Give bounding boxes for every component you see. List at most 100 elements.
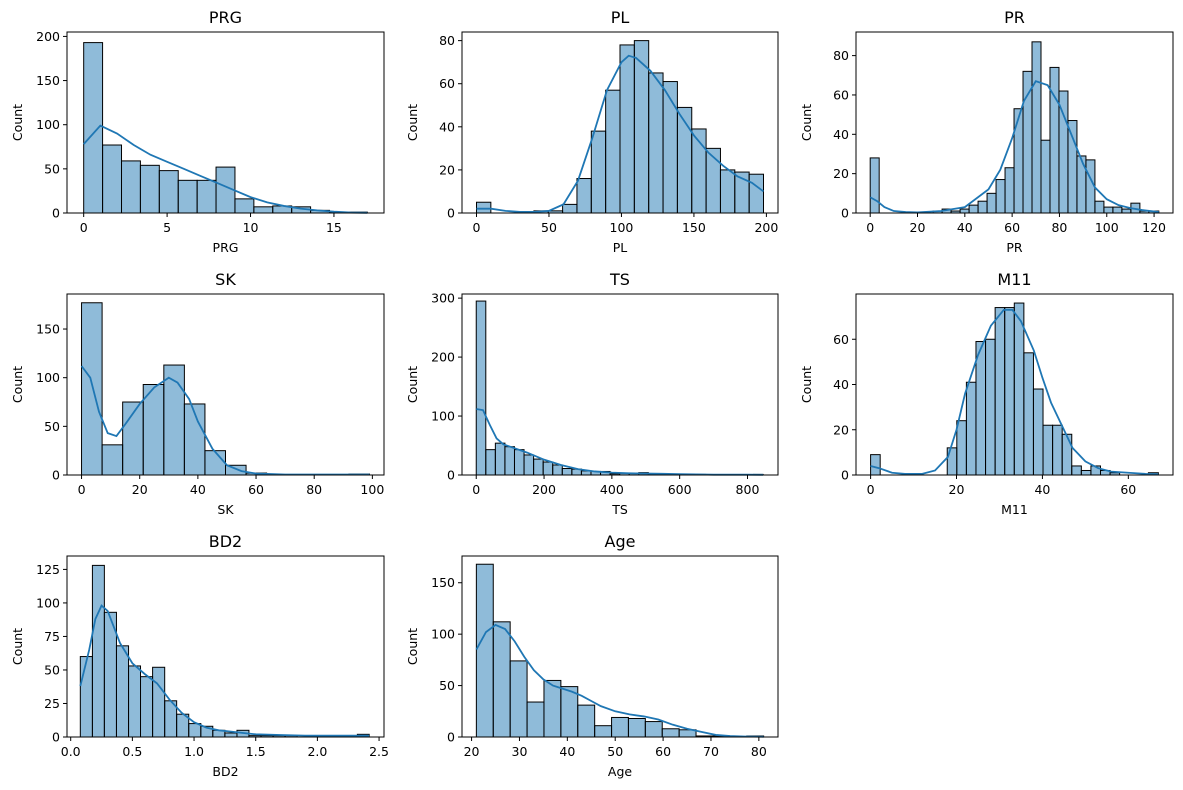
histogram-bar bbox=[543, 679, 562, 738]
histogram-bar bbox=[224, 732, 238, 738]
y-tick-label: 0 bbox=[841, 468, 849, 483]
histogram-bar bbox=[661, 728, 680, 738]
histogram-bar bbox=[476, 201, 492, 214]
x-tick-label: 120 bbox=[1142, 220, 1166, 235]
x-tick-label: 80 bbox=[306, 482, 322, 497]
y-tick-label: 50 bbox=[44, 161, 60, 176]
y-tick-label: 200 bbox=[36, 29, 60, 44]
x-tick-label: 0 bbox=[866, 220, 874, 235]
axes-frame bbox=[66, 293, 385, 476]
y-tick-label: 75 bbox=[44, 629, 60, 644]
histogram-bar bbox=[562, 203, 578, 214]
y-tick-label: 0 bbox=[447, 206, 455, 221]
x-tick-label: 20 bbox=[132, 482, 148, 497]
x-tick-label: 0.5 bbox=[122, 744, 142, 759]
kde-line bbox=[869, 80, 1159, 214]
x-tick-label: 60 bbox=[1120, 482, 1136, 497]
histogram-bar bbox=[627, 717, 646, 738]
histogram-bar bbox=[611, 716, 629, 738]
x-tick-label: 100 bbox=[1095, 220, 1119, 235]
histogram-bar bbox=[158, 170, 179, 214]
histogram-panel-pl: 0 50 100 150 200 0 20 40 60 80 PL PL Count bbox=[405, 8, 779, 255]
histogram-bar bbox=[1071, 465, 1082, 476]
y-axis-label: Count bbox=[799, 104, 814, 141]
histogram-bar bbox=[1031, 41, 1042, 214]
histogram-bar bbox=[121, 160, 141, 214]
kde-line bbox=[870, 308, 1159, 476]
histogram-bar bbox=[619, 44, 635, 214]
histogram-bar bbox=[196, 179, 217, 214]
histogram-bar bbox=[968, 204, 979, 214]
histogram-bar bbox=[1013, 302, 1025, 476]
histogram-bar bbox=[1076, 155, 1087, 214]
y-tick-label: 0 bbox=[841, 206, 849, 221]
y-tick-label: 60 bbox=[439, 76, 455, 91]
histogram-panel-ts: 0 200 400 600 800 0 100 200 300 TS TS Count bbox=[405, 270, 779, 517]
x-axis-label: Age bbox=[608, 764, 632, 779]
kde-line bbox=[475, 623, 764, 738]
histogram-bar bbox=[1040, 139, 1051, 214]
chart-title: PL bbox=[611, 8, 630, 27]
histogram-bar bbox=[91, 564, 105, 738]
histogram-bar bbox=[1023, 352, 1034, 476]
histogram-bar bbox=[504, 446, 515, 476]
histogram-bars bbox=[79, 564, 370, 738]
histogram-bar bbox=[475, 563, 494, 738]
histogram-bar bbox=[956, 420, 967, 476]
chart-title: PR bbox=[1004, 8, 1025, 27]
histogram-bar bbox=[1052, 424, 1063, 476]
histogram-bars bbox=[476, 40, 765, 214]
histogram-bar bbox=[975, 341, 987, 476]
x-tick-label: 100 bbox=[360, 482, 384, 497]
x-tick-label: 5 bbox=[163, 220, 171, 235]
x-tick-label: 600 bbox=[668, 482, 692, 497]
histogram-bar bbox=[140, 676, 154, 738]
x-tick-label: 20 bbox=[949, 482, 965, 497]
x-tick-label: 10 bbox=[243, 220, 259, 235]
histogram-bar bbox=[552, 464, 563, 476]
histogram-panel-sk: 0 20 40 60 80 100 0 50 100 150 SK SK Count bbox=[10, 270, 385, 517]
x-tick-label: 40 bbox=[190, 482, 206, 497]
axes-frame bbox=[461, 293, 779, 476]
histogram-bar bbox=[1022, 70, 1033, 214]
histogram-bar bbox=[1042, 424, 1054, 476]
x-tick-label: 15 bbox=[326, 220, 342, 235]
kde-line bbox=[80, 365, 370, 476]
kde-line bbox=[83, 124, 368, 214]
x-tick-label: 0 bbox=[867, 482, 875, 497]
histogram-bar bbox=[115, 645, 130, 738]
histogram-bar bbox=[869, 157, 880, 214]
histogram-bar bbox=[977, 200, 988, 214]
x-tick-label: 80 bbox=[1051, 220, 1067, 235]
x-axis-label: SK bbox=[217, 502, 234, 517]
x-tick-label: 60 bbox=[655, 744, 671, 759]
x-tick-label: 200 bbox=[754, 220, 778, 235]
y-tick-label: 100 bbox=[36, 595, 60, 610]
histogram-bar bbox=[523, 454, 535, 476]
histogram-bar bbox=[1032, 388, 1044, 476]
kde-line bbox=[476, 408, 764, 476]
histogram-bar bbox=[234, 198, 255, 214]
y-tick-label: 300 bbox=[431, 291, 455, 306]
x-tick-label: 1.5 bbox=[246, 744, 266, 759]
y-tick-label: 0 bbox=[447, 730, 455, 745]
histogram-bar bbox=[1004, 167, 1015, 214]
y-tick-label: 25 bbox=[44, 696, 60, 711]
y-tick-label: 60 bbox=[833, 87, 849, 102]
x-tick-label: 0 bbox=[472, 482, 480, 497]
x-tick-label: 100 bbox=[610, 220, 634, 235]
x-tick-label: 0.0 bbox=[61, 744, 81, 759]
kde-line bbox=[79, 604, 370, 737]
x-tick-label: 20 bbox=[464, 744, 480, 759]
x-tick-label: 40 bbox=[957, 220, 973, 235]
histogram-bar bbox=[1061, 433, 1073, 476]
x-tick-label: 0 bbox=[80, 220, 88, 235]
y-tick-label: 150 bbox=[36, 322, 60, 337]
histogram-bar bbox=[577, 704, 596, 738]
histogram-bar bbox=[965, 381, 977, 476]
y-axis-label: Count bbox=[10, 366, 25, 403]
histogram-bar bbox=[644, 721, 663, 738]
histogram-bar bbox=[748, 173, 765, 214]
